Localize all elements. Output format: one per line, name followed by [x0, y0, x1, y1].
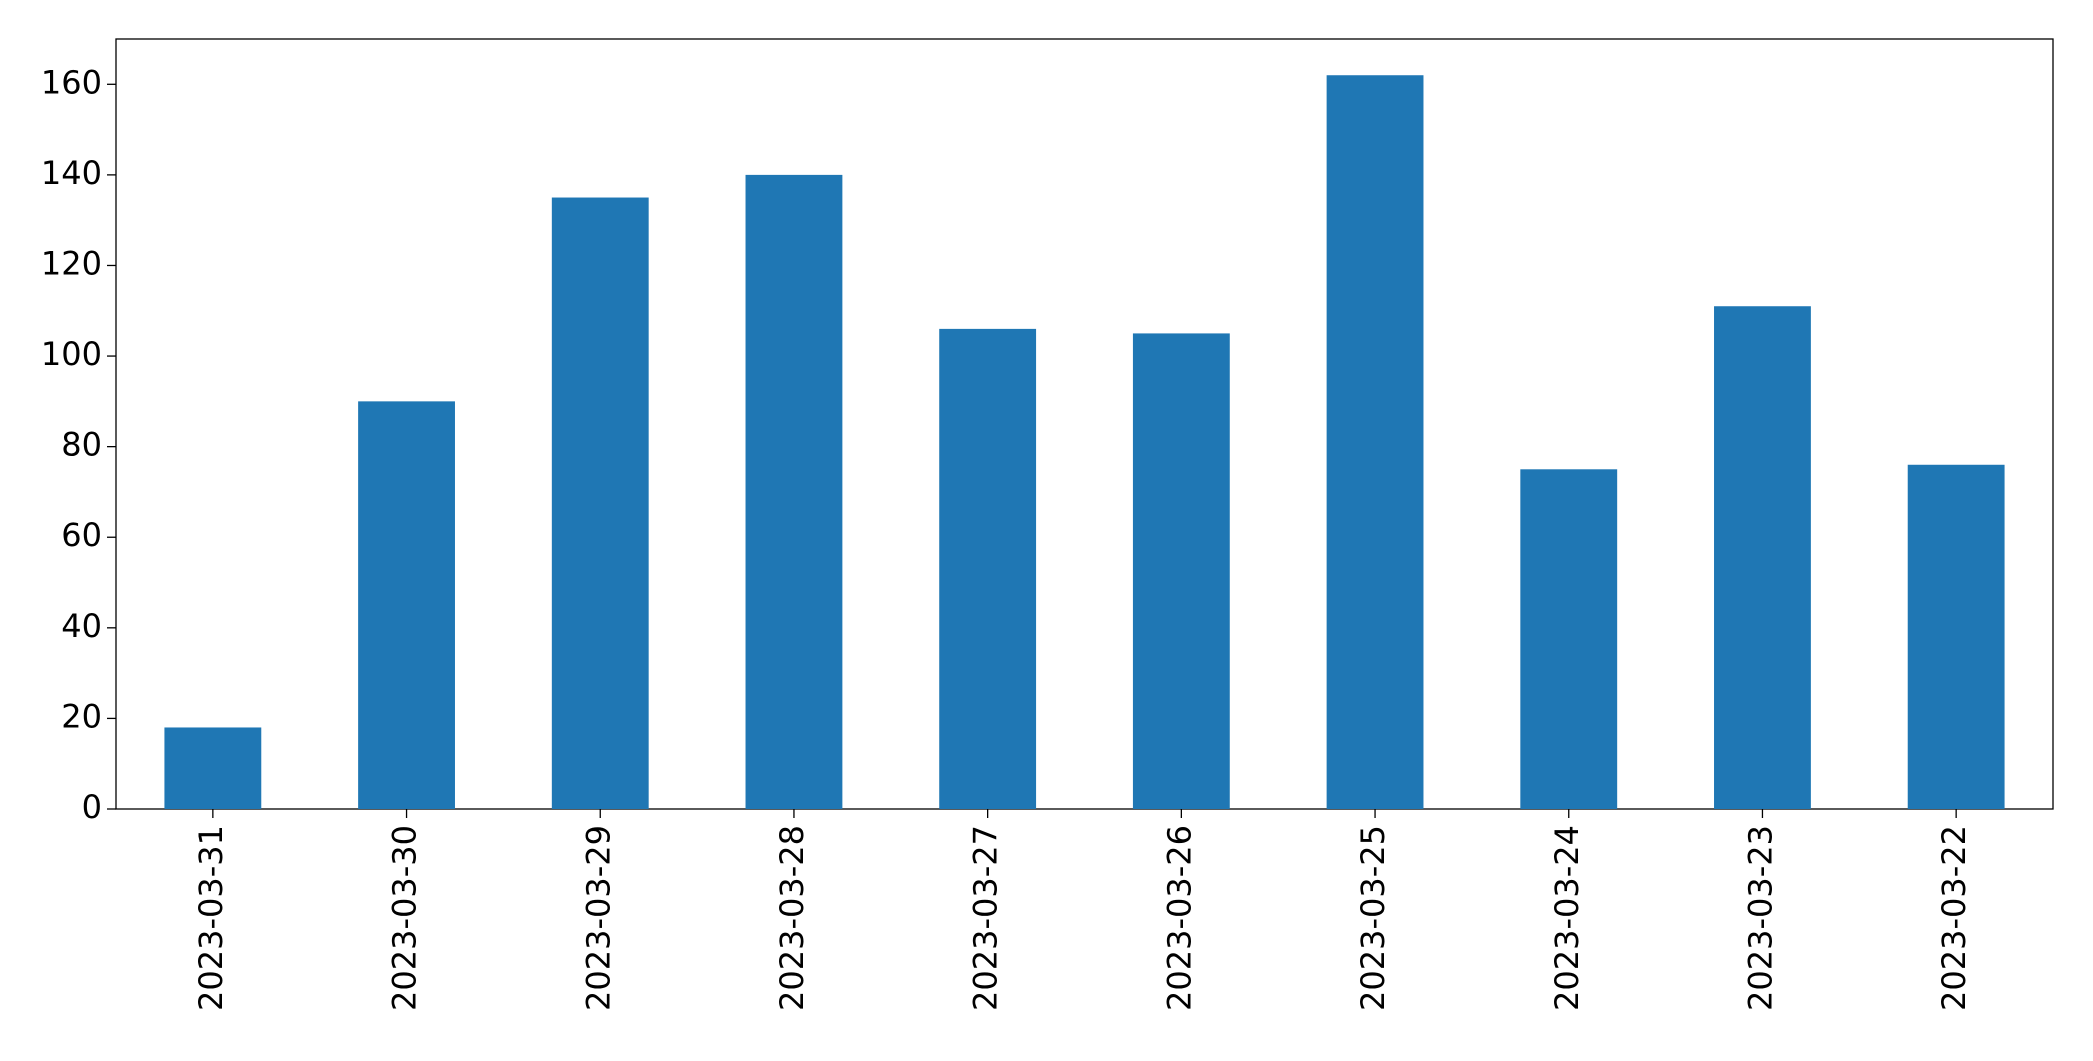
x-tick-label: 2023-03-25 — [1354, 825, 1392, 1011]
y-tick-label: 120 — [41, 244, 102, 282]
bar — [1326, 75, 1424, 809]
bar — [1520, 469, 1618, 809]
bar — [358, 401, 455, 809]
y-tick-label: 60 — [61, 516, 102, 554]
x-tick-label: 2023-03-30 — [386, 825, 424, 1011]
bar — [939, 328, 1037, 809]
x-tick-label: 2023-03-22 — [1935, 825, 1973, 1011]
bar — [1714, 306, 1811, 809]
y-tick-label: 40 — [61, 607, 102, 645]
x-tick-label: 2023-03-24 — [1548, 825, 1586, 1011]
y-tick-label: 100 — [41, 335, 102, 373]
y-tick-label: 80 — [61, 426, 102, 464]
bar — [164, 727, 262, 809]
bar — [1132, 333, 1230, 809]
x-tick-label: 2023-03-23 — [1741, 825, 1779, 1011]
x-tick-label: 2023-03-27 — [967, 825, 1005, 1011]
x-tick-label: 2023-03-28 — [773, 825, 811, 1011]
bar — [1907, 464, 2005, 809]
bar — [745, 174, 843, 810]
x-tick-label: 2023-03-31 — [192, 825, 230, 1011]
y-tick-label: 160 — [41, 63, 102, 101]
x-tick-label: 2023-03-29 — [579, 825, 617, 1011]
x-tick-label: 2023-03-26 — [1160, 825, 1198, 1011]
plot-frame — [115, 38, 2054, 810]
bar — [551, 197, 649, 809]
y-tick-label: 20 — [61, 697, 102, 735]
y-tick-label: 0 — [82, 788, 102, 826]
y-tick-label: 140 — [41, 154, 102, 192]
